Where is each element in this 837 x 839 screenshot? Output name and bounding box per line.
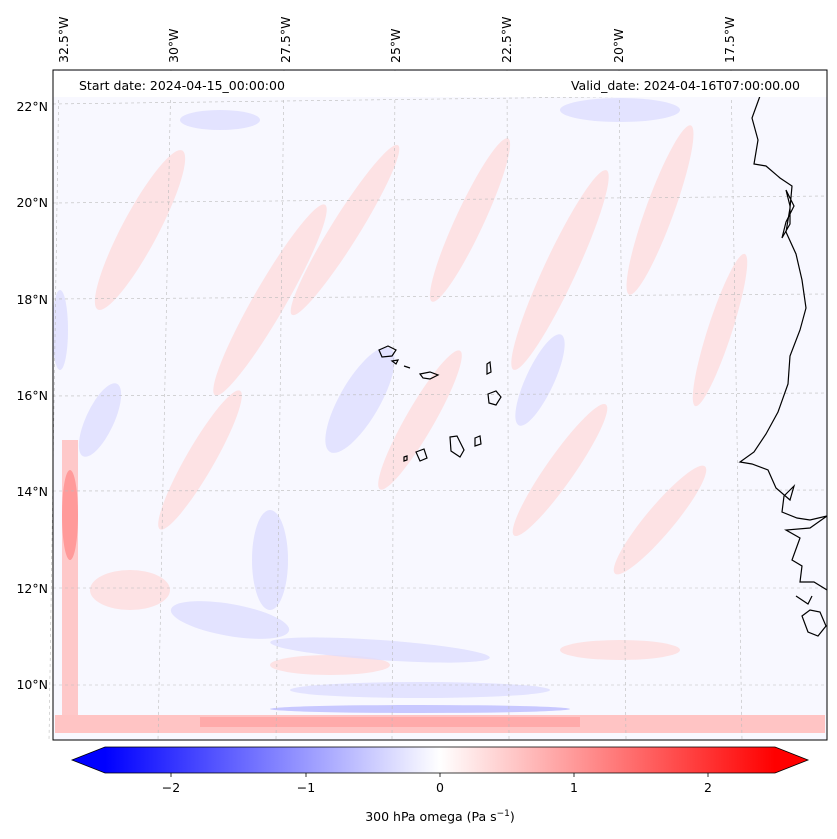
west-africa-coast	[738, 95, 827, 637]
map-frame	[52, 69, 828, 741]
lat-label: 10°N	[16, 677, 48, 692]
lon-label: 27.5°W	[278, 17, 293, 63]
island-santo-antao	[378, 345, 397, 358]
colorbar-outline	[70, 746, 810, 774]
colorbar-label-exponent: −1	[497, 809, 510, 819]
omega-field	[53, 98, 825, 733]
lat-label: 16°N	[16, 388, 48, 403]
colorbar-label-end: )	[510, 809, 515, 824]
island-sao-vicente	[390, 359, 400, 365]
colorbar-tick-label: 2	[704, 780, 712, 795]
island-sao-nicolau	[418, 371, 440, 380]
colorbar-max-extend	[775, 747, 808, 773]
lat-label: 20°N	[16, 195, 48, 210]
colorbar-label-main: 300 hPa omega (Pa s	[365, 809, 496, 824]
island-sal	[486, 360, 492, 375]
colorbar-ticks	[170, 773, 709, 777]
lat-label: 14°N	[16, 484, 48, 499]
lon-label: 30°W	[166, 28, 181, 63]
island-boa-vista	[487, 390, 502, 406]
colorbar-label: 300 hPa omega (Pa s−1)	[365, 809, 515, 824]
lat-label: 22°N	[16, 99, 48, 114]
colorbar-min-extend	[72, 747, 105, 773]
lon-label: 25°W	[388, 28, 403, 63]
map-panel: Start date: 2024-04-15_00:00:00 Valid_da…	[48, 69, 828, 741]
colorbar: −2 −1 0 1 2 300 hPa omega (Pa s−1)	[70, 746, 810, 824]
lon-label: 17.5°W	[722, 17, 737, 63]
colorbar-tick-label: −2	[162, 780, 180, 795]
bottom-band-strong	[200, 717, 580, 727]
island-brava	[403, 455, 408, 462]
colorbar-tick-label: −1	[297, 780, 315, 795]
left-edge-max	[62, 470, 78, 560]
island-santiago	[449, 435, 465, 458]
longitude-labels: 32.5°W 30°W 27.5°W 25°W 22.5°W 20°W 17.5…	[56, 17, 737, 63]
colorbar-tick-label: 1	[570, 780, 578, 795]
island-santa-luzia	[403, 365, 411, 369]
colorbar-tick-label: 0	[436, 780, 444, 795]
lon-label: 32.5°W	[56, 17, 71, 63]
latitude-labels: 22°N 20°N 18°N 16°N 14°N 12°N 10°N	[16, 99, 48, 692]
island-fogo	[415, 448, 428, 462]
header-box	[53, 71, 827, 97]
island-maio	[474, 435, 482, 447]
negative-omega-regions	[53, 98, 680, 698]
lat-label: 18°N	[16, 292, 48, 307]
lon-label: 20°W	[611, 28, 626, 63]
bottom-blue-edge	[270, 705, 570, 713]
lon-label: 22.5°W	[499, 17, 514, 63]
positive-omega-streaks	[90, 125, 748, 675]
valid-date-label: Valid_date: 2024-04-16T07:00:00.00	[571, 78, 800, 93]
coastlines	[378, 95, 827, 637]
lat-label: 12°N	[16, 581, 48, 596]
start-date-label: Start date: 2024-04-15_00:00:00	[79, 78, 285, 93]
colorbar-body	[105, 747, 775, 773]
graticule	[48, 69, 828, 741]
